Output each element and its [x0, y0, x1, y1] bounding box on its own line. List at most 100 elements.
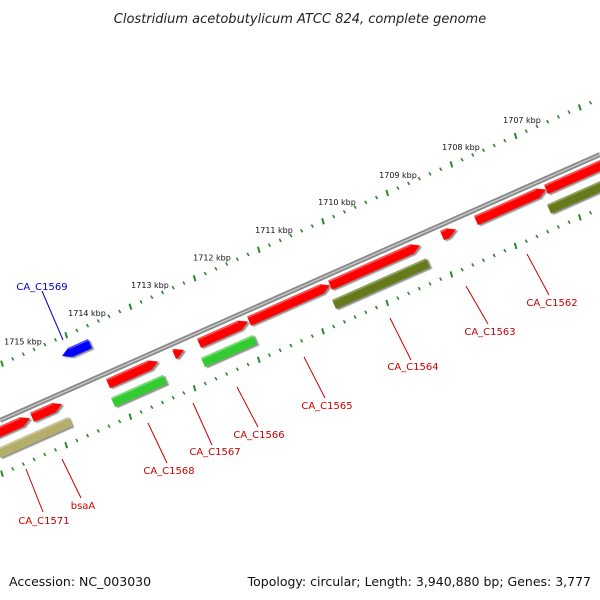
scale-outer-tick — [32, 347, 36, 352]
scale-inner-tick — [214, 376, 218, 381]
scale-inner-tick — [53, 447, 58, 452]
scale-inner-tick — [417, 286, 421, 291]
scale-outer-tick — [278, 238, 282, 243]
scale-inner-tick — [546, 229, 550, 234]
scale-label: 1713 kbp — [131, 281, 169, 290]
scale-inner-tick — [577, 214, 582, 221]
scale-labels: 1707 kbp 1708 kbp 1709 kbp 1710 kbp 1711 kbp… — [4, 116, 541, 346]
scale-outer-tick — [332, 214, 336, 219]
scale-outer-tick — [75, 328, 79, 333]
scale-outer-tick — [417, 176, 421, 181]
scale-outer-tick — [588, 100, 593, 105]
genome-summary-text: Topology: circular; Length: 3,940,880 bp… — [247, 574, 591, 589]
scale-outer-tick — [96, 319, 100, 323]
gene-callout-line — [465, 285, 489, 325]
gene-label: CA_C1565 — [301, 401, 352, 412]
scale-outer-tick — [86, 323, 90, 328]
cog-feature-0 — [0, 431, 39, 458]
cds-feature-3 — [171, 349, 184, 359]
gene-callout-line — [192, 402, 213, 446]
scale-outer-tick — [192, 274, 197, 282]
scale-label: 1707 kbp — [503, 116, 541, 125]
scale-inner-tick — [21, 462, 25, 467]
scale-inner-tick — [513, 242, 518, 250]
gene-label: CA_C1569 — [16, 282, 67, 293]
scale-inner-tick — [118, 419, 122, 424]
scale-outer-tick — [256, 246, 261, 254]
scale-label: 1712 kbp — [193, 254, 231, 263]
scale-outer-tick — [364, 200, 368, 205]
scale-outer-tick — [407, 181, 411, 186]
scale-inner-tick — [128, 413, 133, 420]
gene-label: CA_C1563 — [464, 327, 515, 338]
gene-label: CA_C1567 — [189, 447, 240, 458]
gene-callouts: CA_C1562 CA_C1563 CA_C1564 CA_C1565 CA_C1566… — [16, 253, 578, 527]
scale-inner-tick — [588, 210, 593, 215]
scale-inner-tick — [64, 441, 69, 449]
cog-feature-2 — [110, 374, 168, 407]
map-title: Clostridium acetobutylicum ATCC 824, com… — [114, 12, 486, 27]
scale-inner-tick — [503, 248, 507, 253]
scale-outer-tick — [289, 233, 293, 238]
scale-outer-tick — [160, 290, 165, 295]
scale-label: 1714 kbp — [68, 309, 106, 318]
scale-inner-tick — [267, 353, 272, 357]
scale-outer-tick — [524, 129, 528, 134]
scale-outer-tick — [64, 331, 69, 339]
cds-feature-4 — [196, 320, 248, 348]
scale-inner-tick — [43, 452, 47, 457]
scale-outer-tick — [150, 295, 154, 300]
cds-feature-6 — [327, 244, 421, 290]
scale-outer-tick — [471, 152, 475, 157]
scale-outer-tick — [439, 167, 443, 172]
scale-outer-tick — [43, 342, 47, 347]
scale-outer-tick — [492, 143, 496, 148]
scale-inner-tick — [374, 305, 379, 310]
cds-feature-9 — [543, 160, 600, 195]
scale-ticks-inner — [0, 210, 593, 477]
scale-outer-tick — [481, 148, 486, 153]
scale-outer-tick — [118, 309, 122, 314]
gene-callout-line — [389, 317, 412, 361]
scale-outer-tick — [225, 262, 229, 266]
accession-text: Accession: NC_003030 — [9, 574, 151, 589]
scale-inner-tick — [289, 343, 293, 348]
scale-inner-tick — [439, 277, 443, 282]
scale-outer-tick — [171, 285, 175, 290]
scale-inner-tick — [86, 433, 90, 438]
scale-inner-tick — [332, 324, 336, 329]
scale-inner-tick — [11, 466, 15, 471]
scale-label: 1715 kbp — [4, 337, 42, 346]
scale-inner-tick — [481, 258, 486, 263]
scale-inner-tick — [535, 234, 539, 239]
scale-outer-tick — [246, 252, 250, 257]
scale-inner-tick — [396, 296, 400, 301]
scale-outer-tick — [300, 228, 304, 233]
scale-inner-tick — [567, 220, 571, 225]
scale-outer-tick — [321, 218, 325, 225]
scale-outer-tick — [556, 115, 560, 119]
cog-feature-5 — [546, 179, 600, 214]
cds-feature-0 — [0, 417, 31, 439]
cds-feature-1 — [29, 403, 63, 422]
scale-outer-tick — [267, 243, 272, 247]
scale-inner-tick — [385, 299, 390, 307]
scale-outer-tick — [0, 360, 4, 367]
gene-label: CA_C1562 — [526, 298, 577, 309]
scale-outer-tick — [385, 189, 390, 197]
cds-feature-reverse — [61, 339, 93, 357]
scale-outer-tick — [460, 157, 464, 162]
gene-callout-line — [526, 253, 550, 296]
scale-outer-tick — [353, 205, 357, 209]
scale-inner-tick — [492, 253, 496, 258]
scale-inner-tick — [225, 372, 229, 376]
scale-inner-tick — [150, 405, 154, 410]
scale-label: 1708 kbp — [442, 143, 480, 152]
scale-outer-tick — [107, 314, 111, 319]
scale-inner-tick — [246, 362, 250, 367]
scale-inner-tick — [524, 239, 528, 244]
scale-label: 1711 kbp — [255, 226, 293, 235]
gene-features — [0, 160, 600, 458]
scale-inner-tick — [278, 348, 282, 353]
